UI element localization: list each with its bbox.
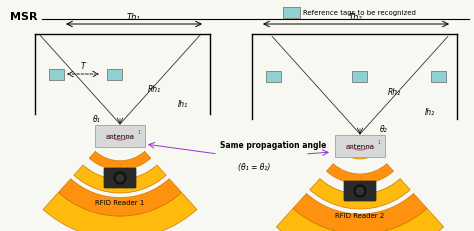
FancyBboxPatch shape — [431, 72, 447, 83]
Text: Th₂: Th₂ — [349, 13, 363, 22]
Wedge shape — [74, 165, 166, 193]
Text: θ₂: θ₂ — [380, 125, 388, 134]
FancyBboxPatch shape — [108, 69, 122, 80]
Text: antenna: antenna — [346, 143, 374, 149]
Text: Ih₁: Ih₁ — [178, 100, 188, 109]
Wedge shape — [43, 192, 197, 231]
Wedge shape — [89, 152, 151, 170]
FancyBboxPatch shape — [266, 72, 282, 83]
Wedge shape — [276, 208, 444, 231]
Wedge shape — [310, 179, 410, 209]
Text: θ₁: θ₁ — [92, 115, 100, 124]
FancyBboxPatch shape — [49, 69, 64, 80]
Circle shape — [114, 172, 126, 184]
Circle shape — [117, 175, 124, 182]
FancyBboxPatch shape — [95, 125, 145, 147]
Text: Rh₁: Rh₁ — [148, 85, 161, 94]
Text: Th₁: Th₁ — [127, 13, 141, 22]
Text: 1: 1 — [138, 129, 141, 134]
FancyBboxPatch shape — [344, 181, 376, 201]
Text: antenna: antenna — [106, 134, 135, 139]
Wedge shape — [327, 164, 393, 184]
Wedge shape — [343, 149, 377, 159]
Text: 1: 1 — [378, 139, 381, 144]
FancyBboxPatch shape — [335, 135, 385, 157]
Circle shape — [356, 188, 364, 195]
Text: Rh₂: Rh₂ — [388, 88, 401, 97]
Text: Reference tags to be recognized: Reference tags to be recognized — [303, 10, 416, 16]
FancyBboxPatch shape — [283, 7, 301, 18]
FancyBboxPatch shape — [353, 72, 367, 83]
Circle shape — [354, 185, 366, 197]
Text: RFID Reader 2: RFID Reader 2 — [336, 212, 384, 218]
Text: RFID Reader 1: RFID Reader 1 — [95, 199, 145, 205]
Text: (θ₁ = θ₂): (θ₁ = θ₂) — [238, 162, 270, 171]
Text: Ih₂: Ih₂ — [425, 108, 435, 117]
Wedge shape — [105, 138, 136, 147]
Wedge shape — [293, 194, 427, 231]
Text: T: T — [81, 62, 85, 71]
Text: MSR: MSR — [10, 12, 37, 22]
FancyBboxPatch shape — [104, 168, 136, 188]
Text: Same propagation angle: Same propagation angle — [220, 140, 327, 149]
Wedge shape — [58, 179, 182, 216]
